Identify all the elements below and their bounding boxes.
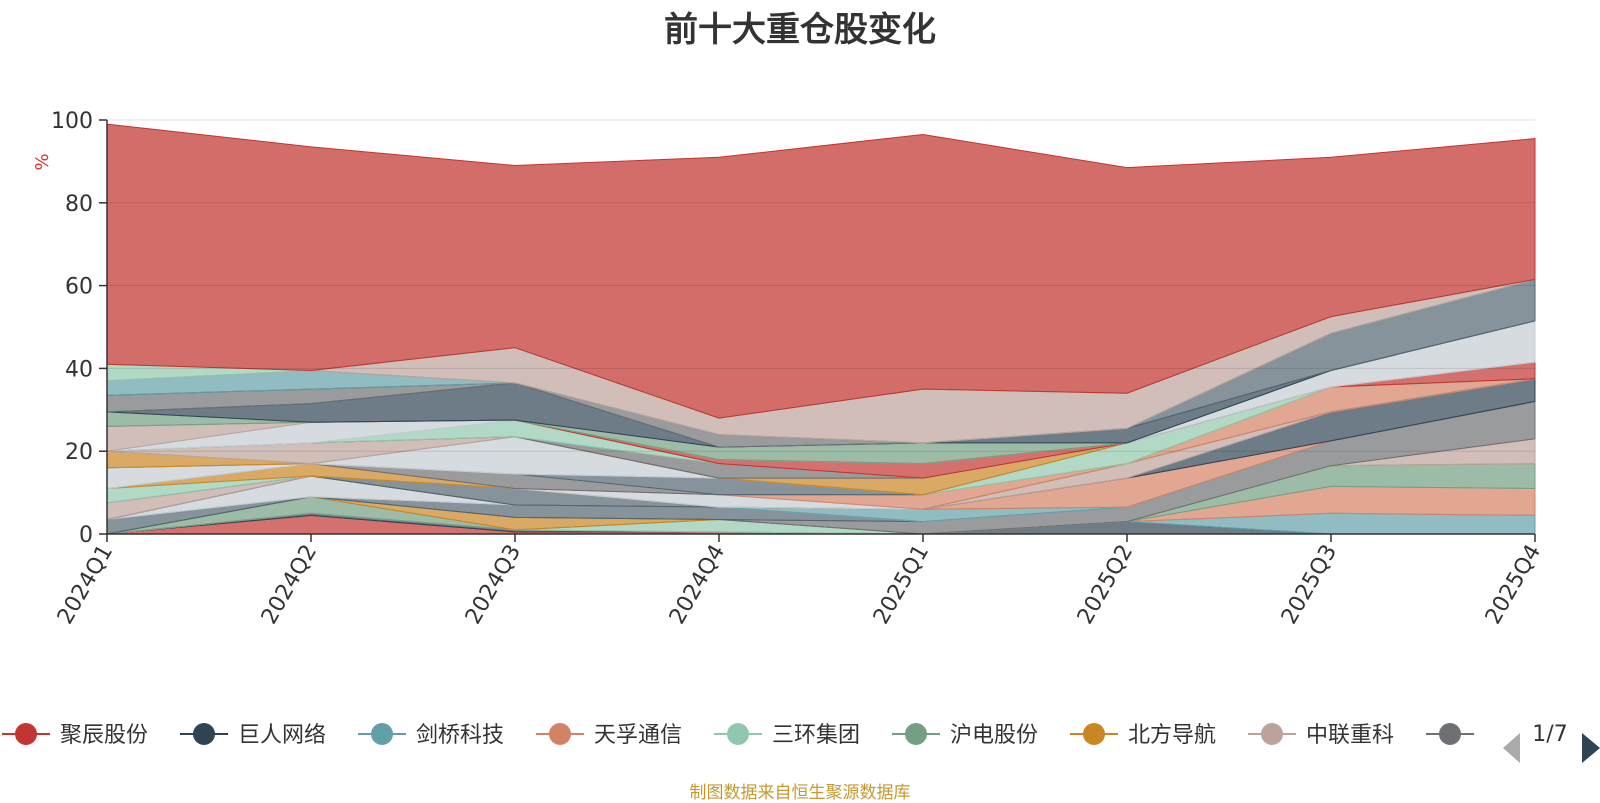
y-tick-label: 100: [51, 109, 93, 134]
legend-circle-icon: [727, 723, 749, 745]
y-tick-label: 0: [79, 523, 93, 548]
legend-circle-icon: [905, 723, 927, 745]
triangle-left-icon[interactable]: [1503, 733, 1520, 763]
legend-circle-icon: [1261, 723, 1283, 745]
legend-circle-icon: [193, 723, 215, 745]
legend-circle-icon: [1083, 723, 1105, 745]
legend-label: 天孚通信: [594, 723, 682, 748]
legend-circle-icon: [1439, 723, 1461, 745]
x-tick-label: 2024Q3: [461, 541, 526, 629]
chart-title: 前十大重仓股变化: [664, 10, 936, 50]
x-tick-label: 2025Q3: [1277, 541, 1342, 629]
legend-label: 聚辰股份: [60, 723, 148, 748]
y-tick-label: 40: [65, 357, 93, 382]
legend: 聚辰股份 巨人网络 剑桥科技 天孚通信 三环集团 沪电股份 北方导航 中联重科: [2, 723, 1474, 748]
legend-page-indicator: 1/7: [1532, 722, 1567, 747]
legend-label: 三环集团: [772, 723, 860, 748]
x-tick-label: 2024Q2: [257, 541, 322, 629]
legend-item[interactable]: 聚辰股份: [2, 723, 148, 748]
legend-item[interactable]: 天孚通信: [536, 723, 682, 748]
legend-circle-icon: [371, 723, 393, 745]
legend-item[interactable]: 沪电股份: [892, 723, 1038, 748]
legend-label: 中联重科: [1306, 723, 1394, 748]
area-series-43: [106, 123, 1536, 419]
area-series-group: [106, 123, 1536, 535]
legend-circle-icon: [15, 723, 37, 745]
legend-item[interactable]: 北方导航: [1070, 723, 1216, 748]
legend-label: 剑桥科技: [416, 723, 504, 748]
x-tick-label: 2025Q1: [869, 541, 934, 629]
x-tick-label: 2024Q4: [665, 541, 730, 629]
legend-pager: 1/7: [1503, 722, 1600, 763]
x-tick-label: 2025Q2: [1073, 541, 1138, 629]
legend-label: 沪电股份: [950, 723, 1038, 748]
legend-item[interactable]: 剑桥科技: [358, 723, 504, 748]
legend-item[interactable]: 三环集团: [714, 723, 860, 748]
legend-label: 北方导航: [1128, 723, 1216, 748]
y-tick-label: 20: [65, 440, 93, 465]
y-tick-label: 80: [65, 192, 93, 217]
legend-item[interactable]: 中联重科: [1248, 723, 1394, 748]
y-tick-label: 60: [65, 275, 93, 300]
x-tick-label: 2025Q4: [1481, 541, 1546, 629]
triangle-right-icon[interactable]: [1582, 733, 1600, 763]
x-tick-label: 2024Q1: [53, 541, 118, 629]
legend-item[interactable]: [1426, 723, 1474, 745]
source-note: 制图数据来自恒生聚源数据库: [689, 783, 911, 803]
legend-circle-icon: [549, 723, 571, 745]
grid-lines: [107, 119, 1535, 452]
y-axis-unit-label: %: [32, 153, 53, 170]
legend-label: 巨人网络: [238, 723, 326, 748]
legend-item[interactable]: 巨人网络: [180, 723, 326, 748]
